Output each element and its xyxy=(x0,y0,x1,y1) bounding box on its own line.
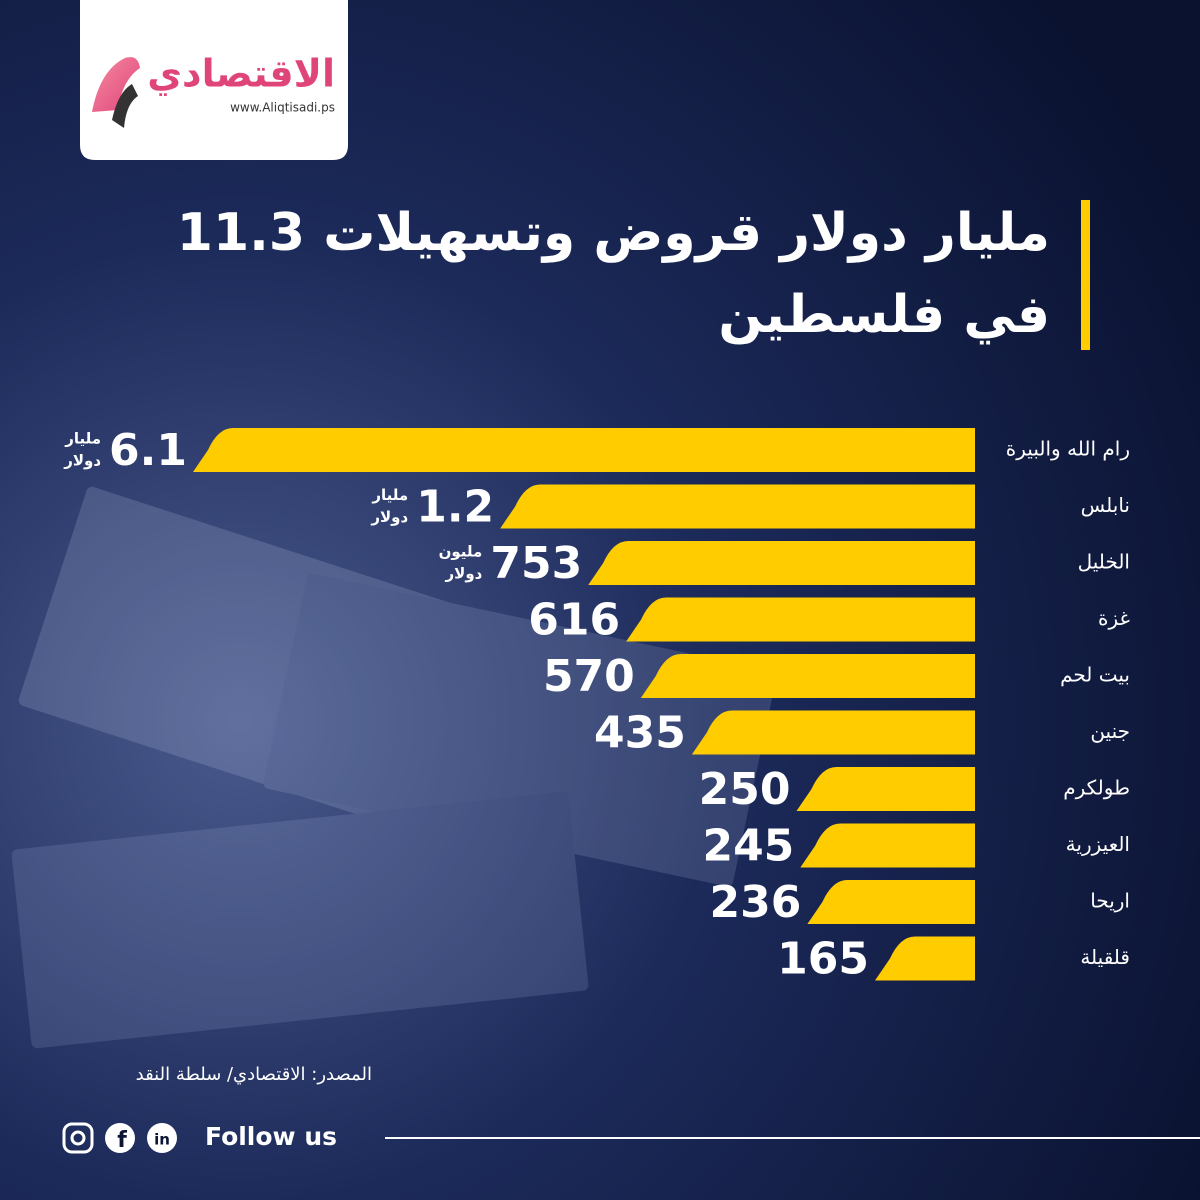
unit-label: مليار xyxy=(64,430,101,448)
source: المصدر: الاقتصادي/ سلطة النقد xyxy=(136,1064,372,1085)
money-decoration xyxy=(11,486,777,1049)
bar xyxy=(800,823,975,868)
bar xyxy=(640,654,975,698)
bar xyxy=(875,936,975,981)
category-label: الخليل xyxy=(1078,550,1130,574)
bar xyxy=(691,710,975,755)
chart-title: في فلسطين xyxy=(718,285,1050,345)
unit-label: مليار xyxy=(371,486,408,504)
unit-label: دولار xyxy=(370,508,408,526)
value-label: 616 xyxy=(528,595,620,646)
value-label: 6.1 xyxy=(109,425,187,476)
linkedin-glyph: in xyxy=(154,1131,170,1149)
logo-icon xyxy=(112,84,138,128)
facebook-icon xyxy=(105,1123,135,1153)
value-label: 165 xyxy=(777,934,869,985)
category-label: غزة xyxy=(1098,606,1130,630)
logo-name: الاقتصادي xyxy=(147,52,335,96)
unit-label: دولار xyxy=(63,452,101,470)
value-label: 236 xyxy=(710,877,802,928)
category-label: رام الله والبيرة xyxy=(1006,437,1130,461)
bar xyxy=(500,484,975,529)
bar xyxy=(193,428,975,472)
social-icons: f in xyxy=(62,1122,177,1154)
bar xyxy=(588,541,975,585)
value-label: 753 xyxy=(490,538,582,589)
follow-us: Follow us xyxy=(205,1122,337,1151)
category-label: قلقيلة xyxy=(1080,945,1130,969)
title-accent xyxy=(1081,200,1090,350)
category-label: نابلس xyxy=(1081,493,1130,517)
linkedin-icon xyxy=(147,1123,177,1153)
bar xyxy=(626,597,975,642)
logo-box xyxy=(80,0,348,160)
bars: رام الله والبيرة 6.1 مليار دولار نابلس 1.2 ملي… xyxy=(63,425,1130,985)
category-label: اريحا xyxy=(1090,889,1130,913)
unit-label: دولار xyxy=(445,565,483,583)
category-label: طولكرم xyxy=(1063,776,1130,800)
value-label: 245 xyxy=(702,821,794,872)
value-label: 435 xyxy=(594,708,686,759)
instagram-icon xyxy=(62,1122,94,1154)
chart-title: 11.3 مليار دولار قروض وتسهيلات xyxy=(177,203,1050,263)
bar xyxy=(807,880,975,924)
value-label: 1.2 xyxy=(416,482,494,533)
unit-label: مليون xyxy=(439,543,483,561)
value-label: 250 xyxy=(699,764,791,815)
logo-url: www.Aliqtisadi.ps xyxy=(230,101,335,115)
instagram-icon xyxy=(70,1130,86,1146)
facebook-glyph: f xyxy=(117,1128,127,1153)
category-label: جنين xyxy=(1090,719,1130,743)
category-label: العيزرية xyxy=(1066,832,1130,856)
value-label: 570 xyxy=(543,651,635,702)
bar xyxy=(796,767,975,811)
category-label: بيت لحم xyxy=(1060,663,1130,687)
logo-icon xyxy=(92,57,140,112)
